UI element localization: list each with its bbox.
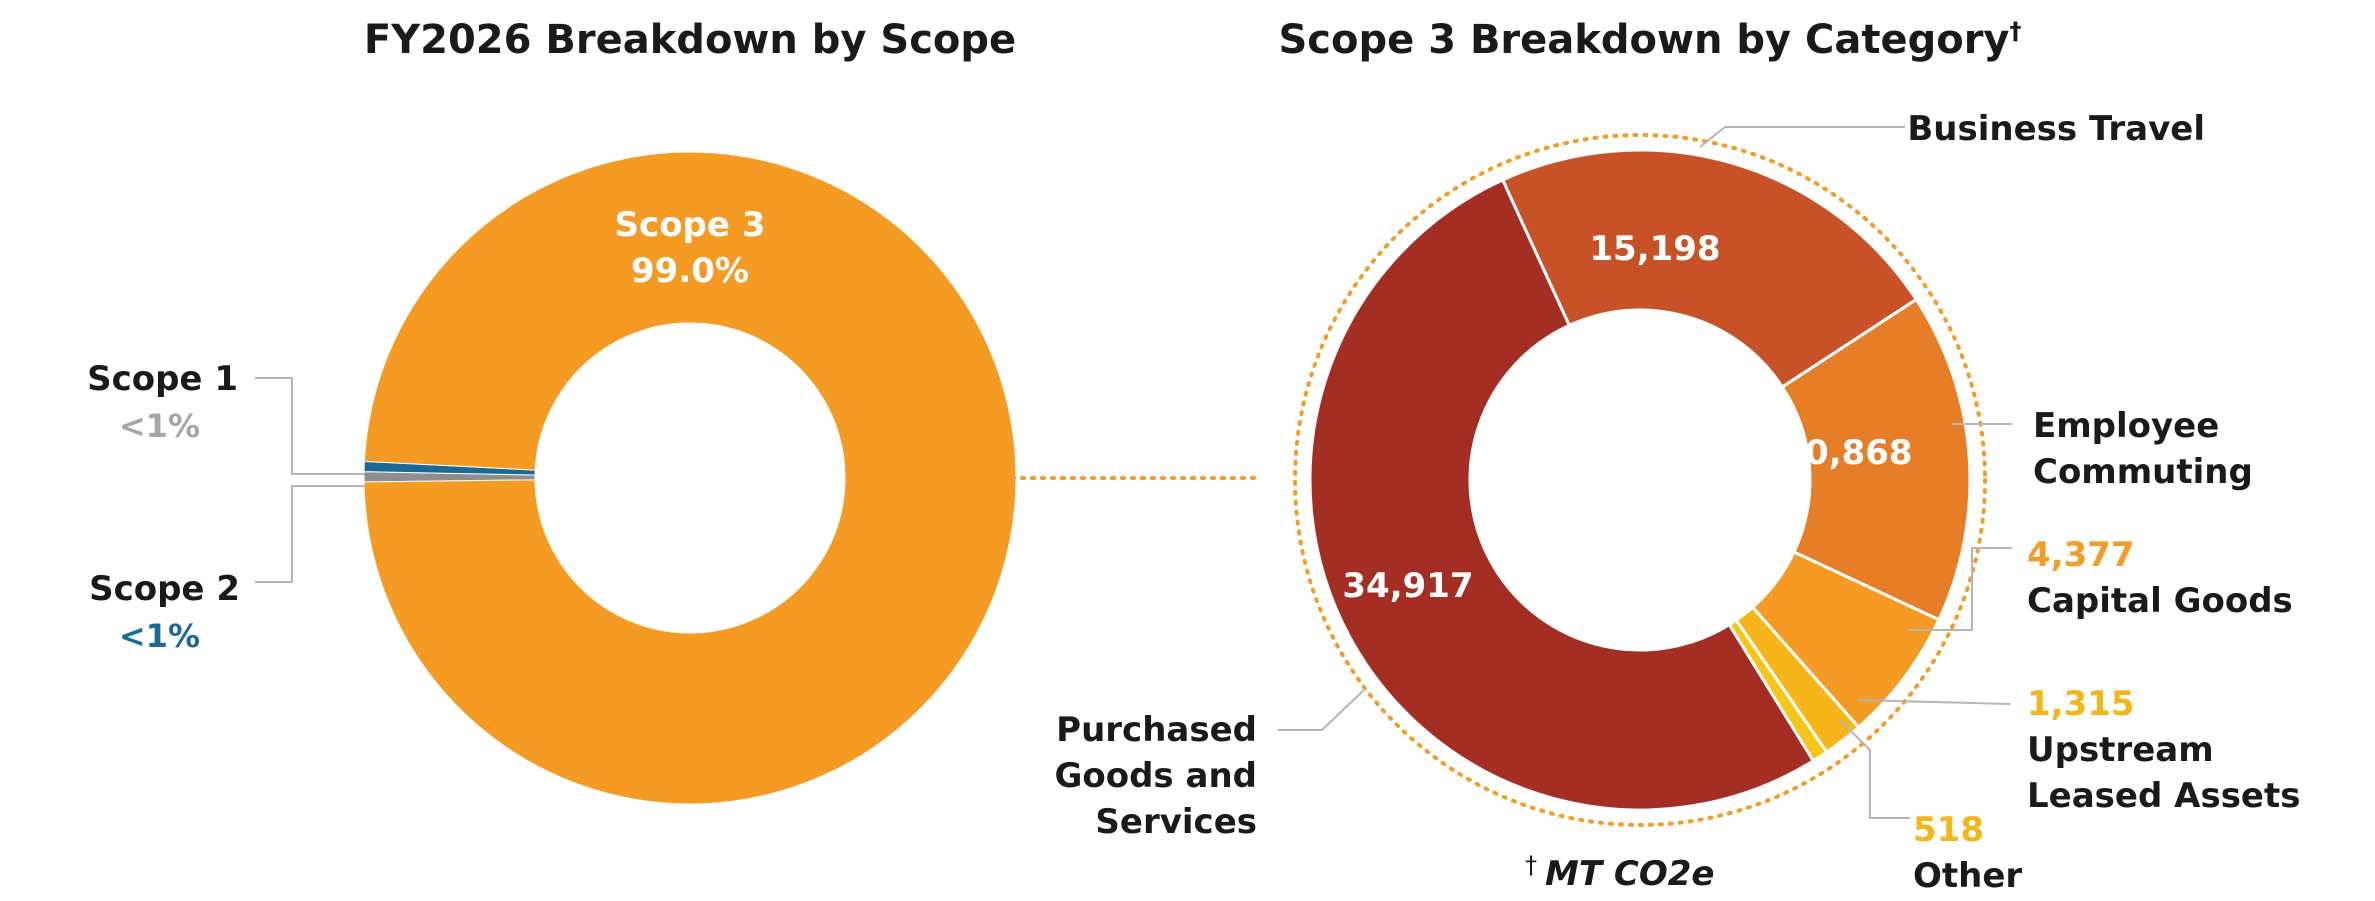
other-value: 518 <box>1913 810 1984 850</box>
chart-title-category-text: Scope 3 Breakdown by Category <box>1279 17 2010 63</box>
scope3-label: Scope 3 <box>615 205 766 245</box>
chart-title-scope: FY2026 Breakdown by Scope <box>364 17 1016 63</box>
category-slice-employee-commuting <box>1780 297 1972 622</box>
category-slice-purchased-goods-and-services <box>1308 177 1816 812</box>
upstream-value: 1,315 <box>2027 684 2135 724</box>
scope2-leader <box>255 485 365 583</box>
purchased-label-1: Purchased <box>1056 710 1257 750</box>
other-leader <box>1839 719 1910 819</box>
scope2-value: <1% <box>119 617 200 655</box>
scope2-label: Scope 2 <box>89 569 240 609</box>
employee-commuting-label-1: Employee <box>2033 406 2219 446</box>
capital-goods-value: 4,377 <box>2027 535 2135 575</box>
scope-slice-scope-3 <box>363 151 1017 805</box>
business-travel-label: Business Travel <box>1907 109 2205 149</box>
upstream-leader <box>1857 699 2011 705</box>
employee-commuting-value: 10,868 <box>1781 433 1912 473</box>
upstream-label-2: Leased Assets <box>2027 776 2300 816</box>
scope3-dotted-ring <box>1293 133 1987 827</box>
unit-note: † MT CO2e <box>1525 851 1714 894</box>
scope3-value: 99.0% <box>631 251 749 291</box>
employee-commuting-label-2: Commuting <box>2033 452 2253 492</box>
scope1-leader <box>255 377 365 475</box>
category-donut <box>1308 148 1972 812</box>
scope1-label: Scope 1 <box>87 359 238 399</box>
upstream-label-1: Upstream <box>2027 730 2214 770</box>
scope1-value: <1% <box>119 407 200 445</box>
purchased-leader <box>1278 688 1366 731</box>
capital-goods-leader <box>1908 547 2012 631</box>
category-slice-business-travel <box>1500 148 1919 390</box>
capital-goods-label: Capital Goods <box>2027 581 2293 621</box>
title-dagger: † <box>2010 17 2022 45</box>
other-label: Other <box>1913 856 2022 896</box>
unit-text: MT CO2e <box>1545 854 1714 894</box>
purchased-label-3: Services <box>1095 802 1257 842</box>
unit-dagger: † <box>1525 851 1537 879</box>
business-travel-leader <box>1699 126 1905 148</box>
scope-donut <box>363 151 1017 805</box>
chart-title-category: Scope 3 Breakdown by Category† <box>1279 17 2022 63</box>
purchased-value: 34,917 <box>1342 566 1473 606</box>
business-travel-value: 15,198 <box>1589 229 1720 269</box>
purchased-label-2: Goods and <box>1054 756 1257 796</box>
